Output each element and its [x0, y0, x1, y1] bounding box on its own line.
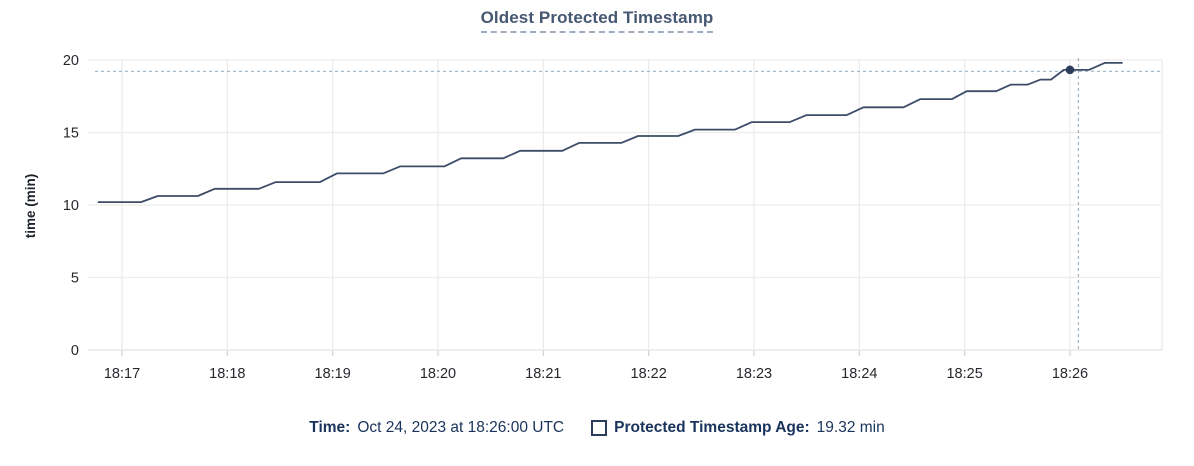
time-value: Oct 24, 2023 at 18:26:00 UTC: [357, 419, 565, 436]
chart-footer: Time: Oct 24, 2023 at 18:26:00 UTC Prote…: [0, 419, 1194, 437]
x-tick-label: 18:19: [315, 366, 351, 382]
x-tick-label: 18:26: [1052, 366, 1088, 382]
series-value: 19.32 min: [816, 419, 885, 436]
y-tick-label: 0: [71, 343, 79, 359]
series-legend-swatch-icon[interactable]: [591, 420, 608, 436]
series-line: [97, 62, 1123, 204]
x-tick-label: 18:21: [525, 366, 561, 382]
y-tick-label: 5: [71, 271, 79, 287]
time-label: Time:: [309, 419, 351, 436]
chart-title[interactable]: Oldest Protected Timestamp: [480, 8, 714, 33]
x-tick-label: 18:25: [946, 366, 982, 382]
x-tick-label: 18:17: [104, 366, 140, 382]
y-tick-label: 10: [63, 198, 79, 214]
series-label[interactable]: Protected Timestamp Age:: [614, 419, 810, 436]
y-tick-label: 20: [63, 53, 79, 69]
x-tick-label: 18:23: [736, 366, 772, 382]
chart-header: Oldest Protected Timestamp: [0, 8, 1194, 33]
x-tick-label: 18:18: [209, 366, 245, 382]
x-tick-label: 18:20: [420, 366, 456, 382]
highlighted-point-dot[interactable]: [1065, 65, 1075, 75]
x-tick-label: 18:22: [631, 366, 667, 382]
y-tick-label: 15: [63, 126, 79, 142]
line-chart-plot-area[interactable]: 0 5 10 15 20 18:17 18:18 18:19 18:20 18:21 18:22 18…: [0, 0, 1194, 410]
x-tick-label: 18:24: [841, 366, 877, 382]
